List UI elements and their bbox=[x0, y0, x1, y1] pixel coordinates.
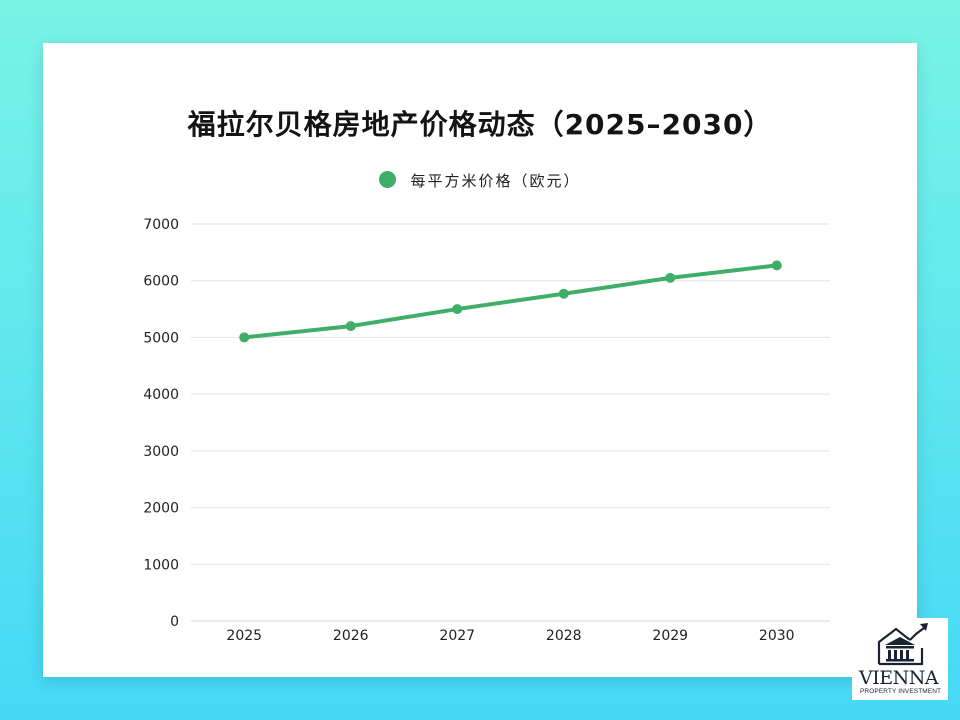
y-tick-label: 7000 bbox=[143, 217, 179, 233]
data-point bbox=[239, 332, 250, 343]
logo-subtitle: PROPERTY INVESTMENT bbox=[860, 688, 942, 695]
building-arrow-icon bbox=[877, 623, 928, 666]
y-tick-label: 1000 bbox=[143, 557, 179, 573]
y-tick-label: 6000 bbox=[143, 274, 179, 290]
legend-label: 每平方米价格（欧元） bbox=[410, 172, 581, 190]
logo-name: VIENNA bbox=[859, 667, 939, 689]
data-point bbox=[452, 304, 463, 315]
data-point bbox=[345, 321, 356, 332]
chart-title: 福拉尔贝格房地产价格动态（2025–2030） bbox=[187, 108, 773, 141]
chart-legend: 每平方米价格（欧元） bbox=[0, 170, 960, 191]
data-point bbox=[771, 260, 782, 271]
data-point bbox=[558, 288, 569, 299]
x-tick-label: 2029 bbox=[652, 628, 688, 644]
legend-marker-icon bbox=[379, 171, 397, 188]
data-point bbox=[665, 272, 676, 283]
company-logo: VIENNA PROPERTY INVESTMENT bbox=[852, 618, 948, 700]
x-tick-label: 2025 bbox=[226, 628, 262, 644]
series-line bbox=[242, 263, 779, 340]
y-tick-label: 0 bbox=[170, 614, 179, 630]
x-tick-label: 2026 bbox=[333, 628, 369, 644]
y-tick-label: 5000 bbox=[143, 330, 179, 346]
x-tick-label: 2030 bbox=[759, 628, 795, 644]
y-tick-label: 3000 bbox=[143, 444, 179, 460]
y-tick-label: 4000 bbox=[143, 387, 179, 403]
y-tick-label: 2000 bbox=[143, 501, 179, 517]
chart-card bbox=[43, 43, 917, 677]
x-tick-label: 2028 bbox=[546, 628, 582, 644]
x-tick-label: 2027 bbox=[439, 628, 475, 644]
